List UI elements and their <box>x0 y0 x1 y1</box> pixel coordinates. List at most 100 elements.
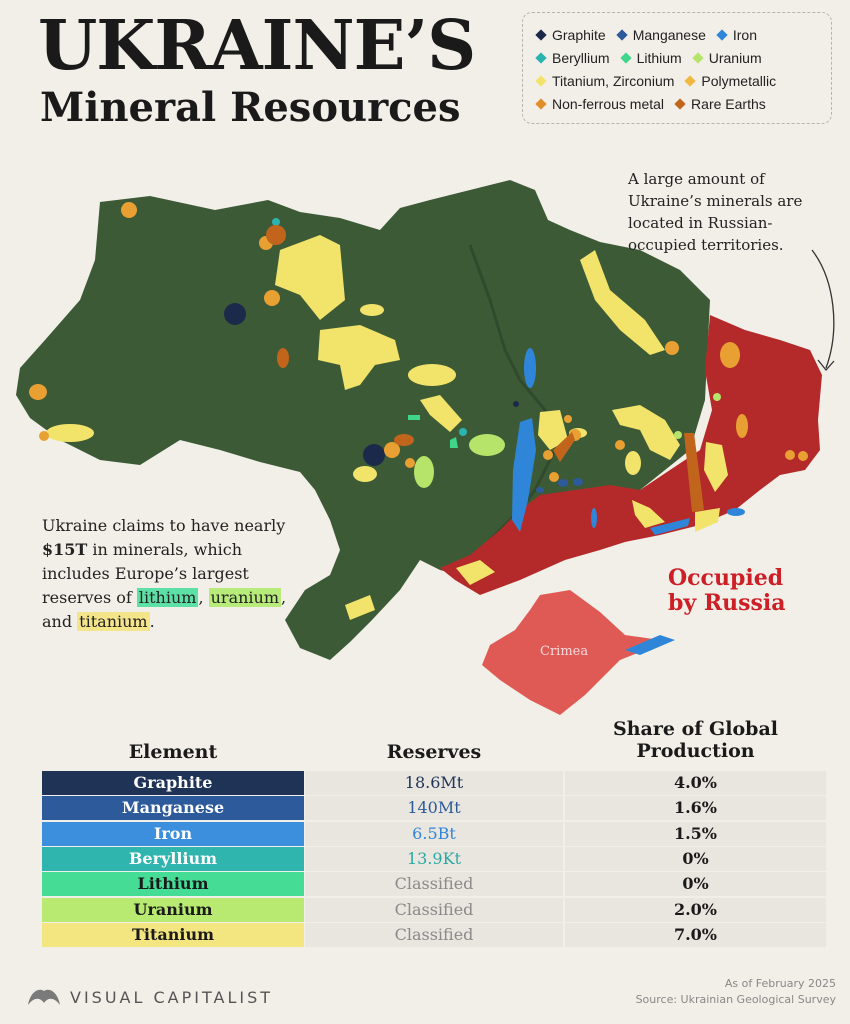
legend-item: Non-ferrous metal <box>535 96 664 112</box>
legend-swatch-icon <box>535 51 547 64</box>
header-share-line2: Production <box>636 740 755 762</box>
minerals-value-note: Ukraine claims to have nearly $15T in mi… <box>42 514 292 634</box>
titanium-deposits <box>46 235 728 620</box>
legend-item: Rare Earths <box>674 95 766 112</box>
note-text: , <box>198 588 209 607</box>
share-cell: 2.0% <box>565 897 826 922</box>
non-ferrous-deposit <box>29 384 47 400</box>
rare-earth-deposits <box>266 225 704 512</box>
legend-item: Manganese <box>616 27 706 43</box>
non-ferrous-deposit <box>39 431 49 441</box>
non-ferrous-deposit <box>543 450 553 460</box>
occupied-label-line2: by Russia <box>668 590 786 616</box>
table-row: Graphite 18.6Mt 4.0% <box>42 771 826 795</box>
lithium-deposit <box>408 415 420 420</box>
element-cell: Beryllium <box>42 846 304 871</box>
graphite-deposit <box>224 303 246 325</box>
manganese-deposit <box>573 478 583 486</box>
brand-logo: VISUAL CAPITALIST <box>26 985 273 1009</box>
lithium-highlight: lithium <box>136 588 199 607</box>
titanium-deposit <box>420 395 462 432</box>
non-ferrous-deposit <box>785 450 795 460</box>
rare-earth-deposit <box>394 434 414 446</box>
lithium-deposits <box>408 415 458 448</box>
element-cell: Titanium <box>42 922 304 947</box>
table-row: Uranium Classified 2.0% <box>42 897 826 922</box>
non-ferrous-deposit <box>121 202 137 218</box>
beryllium-deposits <box>272 218 467 436</box>
titanium-deposit <box>408 364 456 386</box>
manganese-deposit <box>536 487 544 493</box>
annotation-arrowhead <box>817 359 835 372</box>
titanium-deposit <box>695 508 720 532</box>
titanium-deposit <box>46 424 94 442</box>
titanium-deposit <box>275 235 345 320</box>
element-cell: Lithium <box>42 872 304 897</box>
legend-swatch-icon <box>535 74 547 87</box>
occupied-minerals-note: A large amount of Ukraine’s minerals are… <box>628 170 803 254</box>
footer-source: Source: Ukrainian Geological Survey <box>635 993 836 1006</box>
occupied-label-line1: Occupied <box>668 565 784 591</box>
legend-row: Graphite Manganese Iron <box>535 23 821 46</box>
legend-swatch-icon <box>716 28 728 41</box>
table-row: Beryllium 13.9Kt 0% <box>42 846 826 871</box>
header-share: Share of Global Production <box>565 718 826 762</box>
crimea-territory <box>482 590 660 715</box>
legend-swatch-icon <box>692 51 704 64</box>
titanium-deposit <box>345 595 375 620</box>
reserves-cell: Classified <box>305 897 563 922</box>
non-ferrous-deposit <box>549 472 559 482</box>
legend-item: Titanium, Zirconium <box>535 73 674 89</box>
non-ferrous-deposit <box>405 458 415 468</box>
non-ferrous-deposit <box>564 415 572 423</box>
share-cell: 0% <box>565 846 826 871</box>
map-legend: Graphite Manganese Iron Beryllium Lithium Ura… <box>522 12 832 124</box>
legend-item: Uranium <box>692 50 762 66</box>
uranium-deposits <box>414 393 721 488</box>
titanium-deposit <box>612 405 680 460</box>
non-ferrous-deposit <box>736 414 748 438</box>
titanium-deposit <box>625 451 641 475</box>
rare-earth-deposit <box>684 433 704 512</box>
non-ferrous-deposit <box>720 342 740 368</box>
titanium-deposit <box>538 410 568 450</box>
beryllium-deposit <box>459 428 467 436</box>
element-cell: Uranium <box>42 897 304 922</box>
legend-item: Beryllium <box>535 50 610 66</box>
non-ferrous-deposit <box>384 442 400 458</box>
minerals-value: $15T <box>42 540 88 559</box>
header-reserves: Reserves <box>386 741 482 763</box>
rare-earth-deposit <box>277 348 289 368</box>
brand-name: VISUAL CAPITALIST <box>70 987 273 1007</box>
non-ferrous-deposit <box>264 290 280 306</box>
titanium-deposit <box>704 442 728 492</box>
note-text: , and <box>42 588 287 631</box>
legend-row: Non-ferrous metal Rare Earths <box>535 92 821 115</box>
header-element: Element <box>128 741 218 763</box>
note-text: . <box>149 612 155 631</box>
legend-label: Rare Earths <box>691 95 766 112</box>
table-row: Lithium Classified 0% <box>42 872 826 897</box>
annotation-arrow <box>811 249 835 369</box>
graphite-deposit <box>363 444 385 466</box>
graphite-deposits <box>224 303 519 466</box>
legend-item: Polymetallic <box>684 73 776 89</box>
reserves-cell: Classified <box>305 922 563 947</box>
share-cell: 1.6% <box>565 796 826 821</box>
share-cell: 7.0% <box>565 922 826 947</box>
share-cell: 0% <box>565 872 826 897</box>
manganese-deposits <box>536 478 583 493</box>
uranium-highlight: uranium <box>208 588 282 607</box>
titanium-deposit <box>353 466 377 482</box>
legend-item: Iron <box>716 27 757 43</box>
iron-deposit <box>591 508 597 528</box>
table-row: Iron 6.5Bt 1.5% <box>42 821 826 846</box>
rare-earth-deposit <box>266 225 286 245</box>
ukraine-map: Crimea <box>16 180 835 715</box>
note-text: in minerals, which includes Europe’s lar… <box>42 540 249 607</box>
non-ferrous-deposit <box>798 451 808 461</box>
table-row: Titanium Classified 7.0% <box>42 922 826 947</box>
share-cell: 1.5% <box>565 821 826 846</box>
element-cell: Graphite <box>42 771 304 795</box>
titanium-deposit <box>456 560 495 585</box>
